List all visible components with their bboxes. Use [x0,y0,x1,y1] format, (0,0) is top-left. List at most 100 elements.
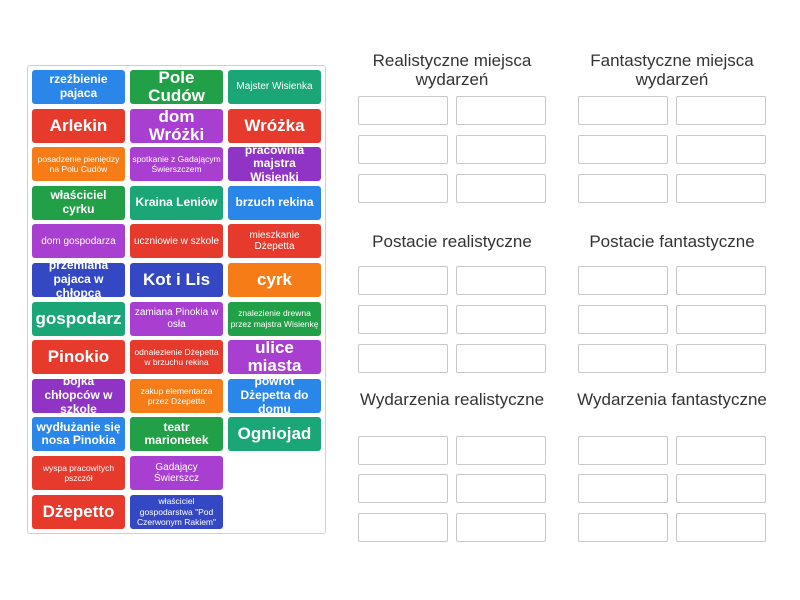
drop-slot[interactable] [456,305,546,334]
tile-label: powrót Dżepetta do domu [240,374,309,416]
tile-label: ulice miasta [247,338,302,376]
tile-label: przemiana pajaca w chłopca [48,258,109,300]
answer-tile[interactable]: przemiana pajaca w chłopca [32,258,125,300]
drop-slot[interactable] [578,305,668,334]
answer-tile[interactable]: powrót Dżepetta do domu [228,374,321,416]
answer-tile[interactable]: wydłużanie się nosa Pinokia [32,417,125,452]
answer-tile[interactable]: zamiana Pinokia w osła [130,301,223,336]
answer-tile[interactable]: ulice miasta [228,338,321,376]
drop-slot[interactable] [358,135,448,164]
tile-label: spotkanie z Gadającym Świerszczem [132,154,221,175]
drop-slot[interactable] [578,96,668,125]
drop-slot[interactable] [456,513,546,542]
drop-slot[interactable] [358,266,448,295]
tile-label: Pole Cudów [148,68,205,105]
drop-slot[interactable] [676,513,766,542]
drop-slot[interactable] [676,135,766,164]
tile-label: znalezienie drewna przez majstra Wisienk… [230,308,319,329]
group-title: Wydarzenia realistyczne [359,390,545,409]
tile-label: wyspa pracowitych pszczół [42,462,115,483]
drop-slot[interactable] [456,436,546,465]
tile-label: Dżepetto [42,501,115,521]
answer-tile[interactable]: Dżepetto [32,494,125,529]
drop-slot[interactable] [456,135,546,164]
group-title: Realistyczne miejsca wydarzeń [372,51,532,89]
answer-tile[interactable]: rzeźbienie pajaca [32,70,125,104]
answer-tile[interactable]: dom Wróżki [130,107,223,143]
drop-slot[interactable] [456,474,546,503]
tile-label: Majster Wisienka [236,81,313,93]
drop-slot[interactable] [676,266,766,295]
drop-slot[interactable] [358,305,448,334]
drop-slot[interactable] [578,344,668,373]
tile-label: Kraina Leniów [135,194,218,209]
answer-tile[interactable]: Wróżka [228,108,321,143]
drop-slot[interactable] [578,474,668,503]
drop-slot[interactable] [456,174,546,203]
drop-slot[interactable] [578,174,668,203]
tile-label: wydłużanie się nosa Pinokia [36,419,121,448]
answer-tile[interactable]: gospodarz [32,301,125,336]
answer-tile[interactable]: pracownia majstra Wisienki [228,143,321,184]
tile-label: rzeźbienie pajaca [49,72,108,100]
drop-slot[interactable] [676,474,766,503]
tile-label: Kot i Lis [142,270,211,290]
answer-tile[interactable]: teatr marionetek [130,417,223,452]
tile-tray [27,65,326,534]
answer-tile[interactable]: właściciel gospodarstwa "Pod Czerwonym R… [130,494,223,529]
tile-label: właściciel gospodarstwa "Pod Czerwonym R… [136,496,217,527]
drop-slot[interactable] [676,174,766,203]
answer-tile[interactable]: uczniowie w szkole [130,224,223,259]
tile-label: mieszkanie Dżepetta [249,229,300,253]
drop-slot[interactable] [578,436,668,465]
drop-slot[interactable] [456,344,546,373]
tile-label: zakup elementarza przez Dżepetta [140,385,213,406]
drop-slot[interactable] [578,135,668,164]
drop-slot[interactable] [578,266,668,295]
answer-tile[interactable]: spotkanie z Gadającym Świerszczem [130,147,223,182]
answer-tile[interactable]: posadzenie pieniędzy na Polu Cudów [32,147,125,182]
drop-slot[interactable] [358,513,448,542]
answer-tile[interactable]: Majster Wisienka [228,70,321,104]
tile-label: Ogniojad [237,424,312,444]
drop-slot[interactable] [456,96,546,125]
answer-tile[interactable]: Pinokio [32,340,125,375]
answer-tile[interactable]: Pole Cudów [130,68,223,105]
drop-slot[interactable] [358,174,448,203]
drop-slot[interactable] [358,96,448,125]
answer-tile[interactable]: odnalezienie Dżepetta w brzuchu rekina [130,340,223,375]
answer-tile[interactable]: bójka chłopców w szkole [32,374,125,416]
answer-tile[interactable]: cyrk [228,263,321,297]
tile-label: Arlekin [49,115,108,135]
drop-slot[interactable] [676,436,766,465]
tile-label: dom gospodarza [41,235,116,247]
answer-tile[interactable]: właściciel cyrku [32,185,125,220]
answer-tile[interactable]: Ogniojad [228,417,321,452]
tile-label: pracownia majstra Wisienki [244,142,305,185]
drop-slot[interactable] [578,513,668,542]
answer-tile[interactable]: znalezienie drewna przez majstra Wisienk… [228,301,321,336]
drop-slot[interactable] [456,266,546,295]
answer-tile[interactable]: Kraina Leniów [130,185,223,220]
group-title: Postacie fantastyczne [589,232,755,251]
tile-label: bójka chłopców w szkole [44,374,113,416]
answer-tile[interactable]: mieszkanie Dżepetta [228,224,321,259]
tile-label: posadzenie pieniędzy na Polu Cudów [37,154,120,175]
drop-slot[interactable] [676,344,766,373]
drop-slot[interactable] [358,344,448,373]
answer-tile[interactable]: dom gospodarza [32,224,125,259]
drop-slot[interactable] [676,96,766,125]
answer-tile[interactable]: brzuch rekina [228,185,321,220]
answer-tile[interactable]: Arlekin [32,108,125,143]
tile-label: brzuch rekina [235,194,314,209]
tile-label: teatr marionetek [144,419,209,448]
tile-label: właściciel cyrku [50,188,107,216]
tile-label: zamiana Pinokia w osła [134,307,219,330]
answer-tile[interactable]: Gadający Świerszcz [130,456,223,490]
drop-slot[interactable] [676,305,766,334]
answer-tile[interactable]: zakup elementarza przez Dżepetta [130,378,223,413]
drop-slot[interactable] [358,436,448,465]
answer-tile[interactable]: wyspa pracowitych pszczół [32,456,125,490]
answer-tile[interactable]: Kot i Lis [130,263,223,297]
drop-slot[interactable] [358,474,448,503]
